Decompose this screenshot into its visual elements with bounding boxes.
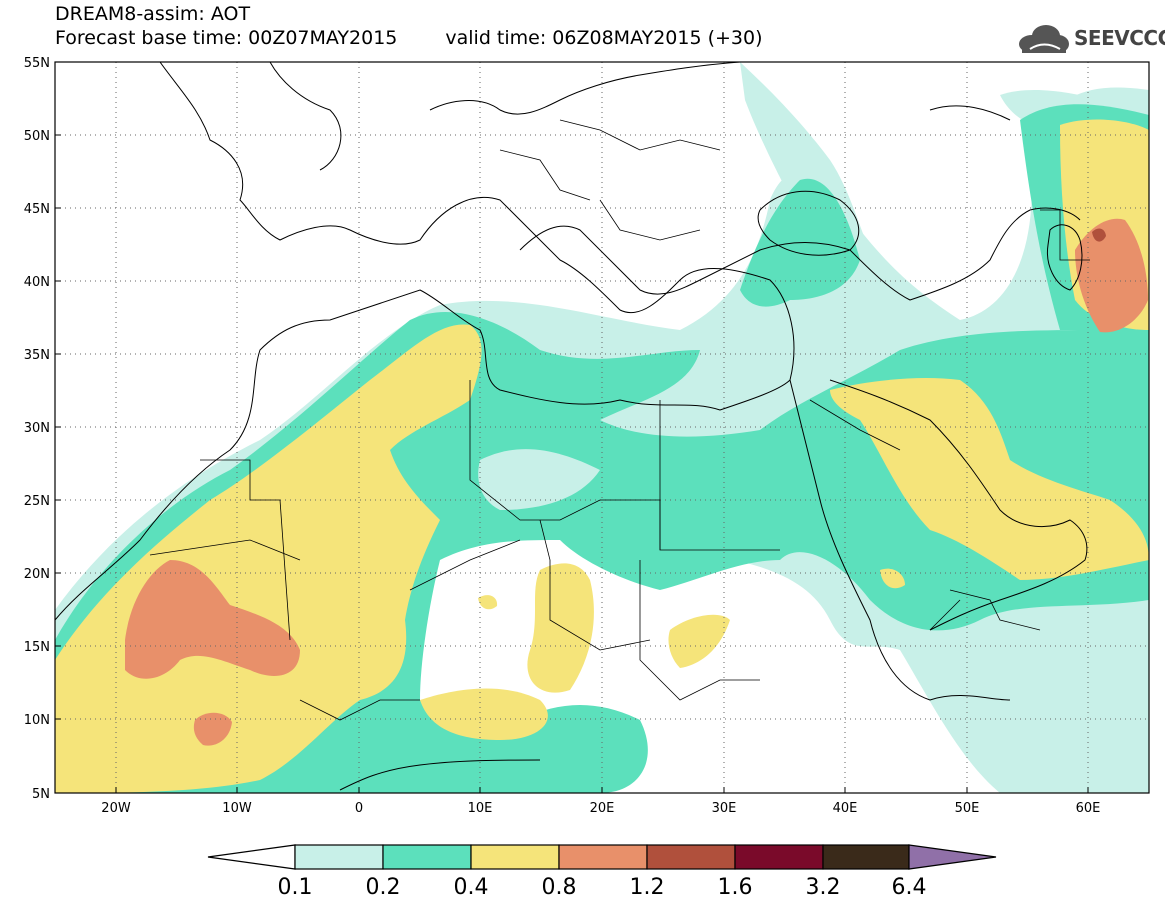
lon-tick-label: 60E [1076,801,1101,816]
colorbar-label: 3.2 [806,875,841,900]
colorbar-min-arrow [207,844,296,870]
colorbar-max-arrow [908,844,997,870]
colorbar-label: 0.8 [542,875,577,900]
base-time: Forecast base time: 00Z07MAY2015 [55,27,398,49]
tick-marks [55,61,1089,793]
lon-tick-label: 50E [955,801,980,816]
lon-tick-label: 40E [833,801,858,816]
lat-tick-label: 10N [24,713,50,728]
lon-axis: 20W 10W 0 10E 20E 30E 40E 50E 60E [101,801,1100,816]
aot-field [55,62,1149,793]
colorbar-label: 0.2 [366,875,401,900]
colorbar-label: 6.4 [892,875,927,900]
lon-tick-label: 20E [590,801,615,816]
colorbar-labels: 0.1 0.2 0.4 0.8 1.2 1.6 3.2 6.4 [278,875,927,900]
colorbar-label: 0.4 [454,875,489,900]
aot-band-0.8 [125,218,1148,746]
valid-time: valid time: 06Z08MAY2015 (+30) [445,27,763,49]
aot-band-1.2 [1092,228,1106,242]
lon-tick-label: 10W [222,801,252,816]
colorbar [207,844,997,870]
lat-tick-label: 50N [24,129,50,144]
colorbar-swatch [558,844,648,870]
lat-tick-label: 40N [24,275,50,290]
plot-title: DREAM8-assim: AOT [55,3,251,25]
lat-tick-label: 15N [24,640,50,655]
lat-tick-label: 5N [32,787,50,802]
colorbar-label: 1.6 [718,875,753,900]
colorbar-label: 0.1 [278,875,313,900]
graticule [55,62,1149,793]
colorbar-swatch [646,844,736,870]
lat-tick-label: 45N [24,202,50,217]
country-borders [149,119,1090,721]
lon-tick-label: 20W [101,801,131,816]
lon-tick-label: 10E [468,801,493,816]
lon-tick-label: 0 [355,801,363,816]
colorbar-swatch [822,844,910,870]
colorbar-swatch [382,844,472,870]
lat-tick-label: 25N [24,494,50,509]
lat-axis: 5N 10N 15N 20N 25N 30N 35N 40N 45N 50N 5… [24,56,50,802]
seevccc-logo: SEEVCCC [1016,22,1165,58]
coastlines [55,62,1088,791]
lat-tick-label: 30N [24,421,50,436]
colorbar-label: 1.2 [630,875,665,900]
colorbar-swatch [734,844,824,870]
lat-tick-label: 35N [24,348,50,363]
plot-subtitle: Forecast base time: 00Z07MAY2015 valid ti… [55,28,763,48]
lat-tick-label: 20N [24,567,50,582]
cloud-icon [1019,25,1069,53]
colorbar-swatch [294,844,384,870]
lat-tick-label: 55N [24,56,50,71]
colorbar-swatch [470,844,560,870]
lon-tick-label: 30E [712,801,737,816]
logo-text: SEEVCCC [1074,26,1165,50]
